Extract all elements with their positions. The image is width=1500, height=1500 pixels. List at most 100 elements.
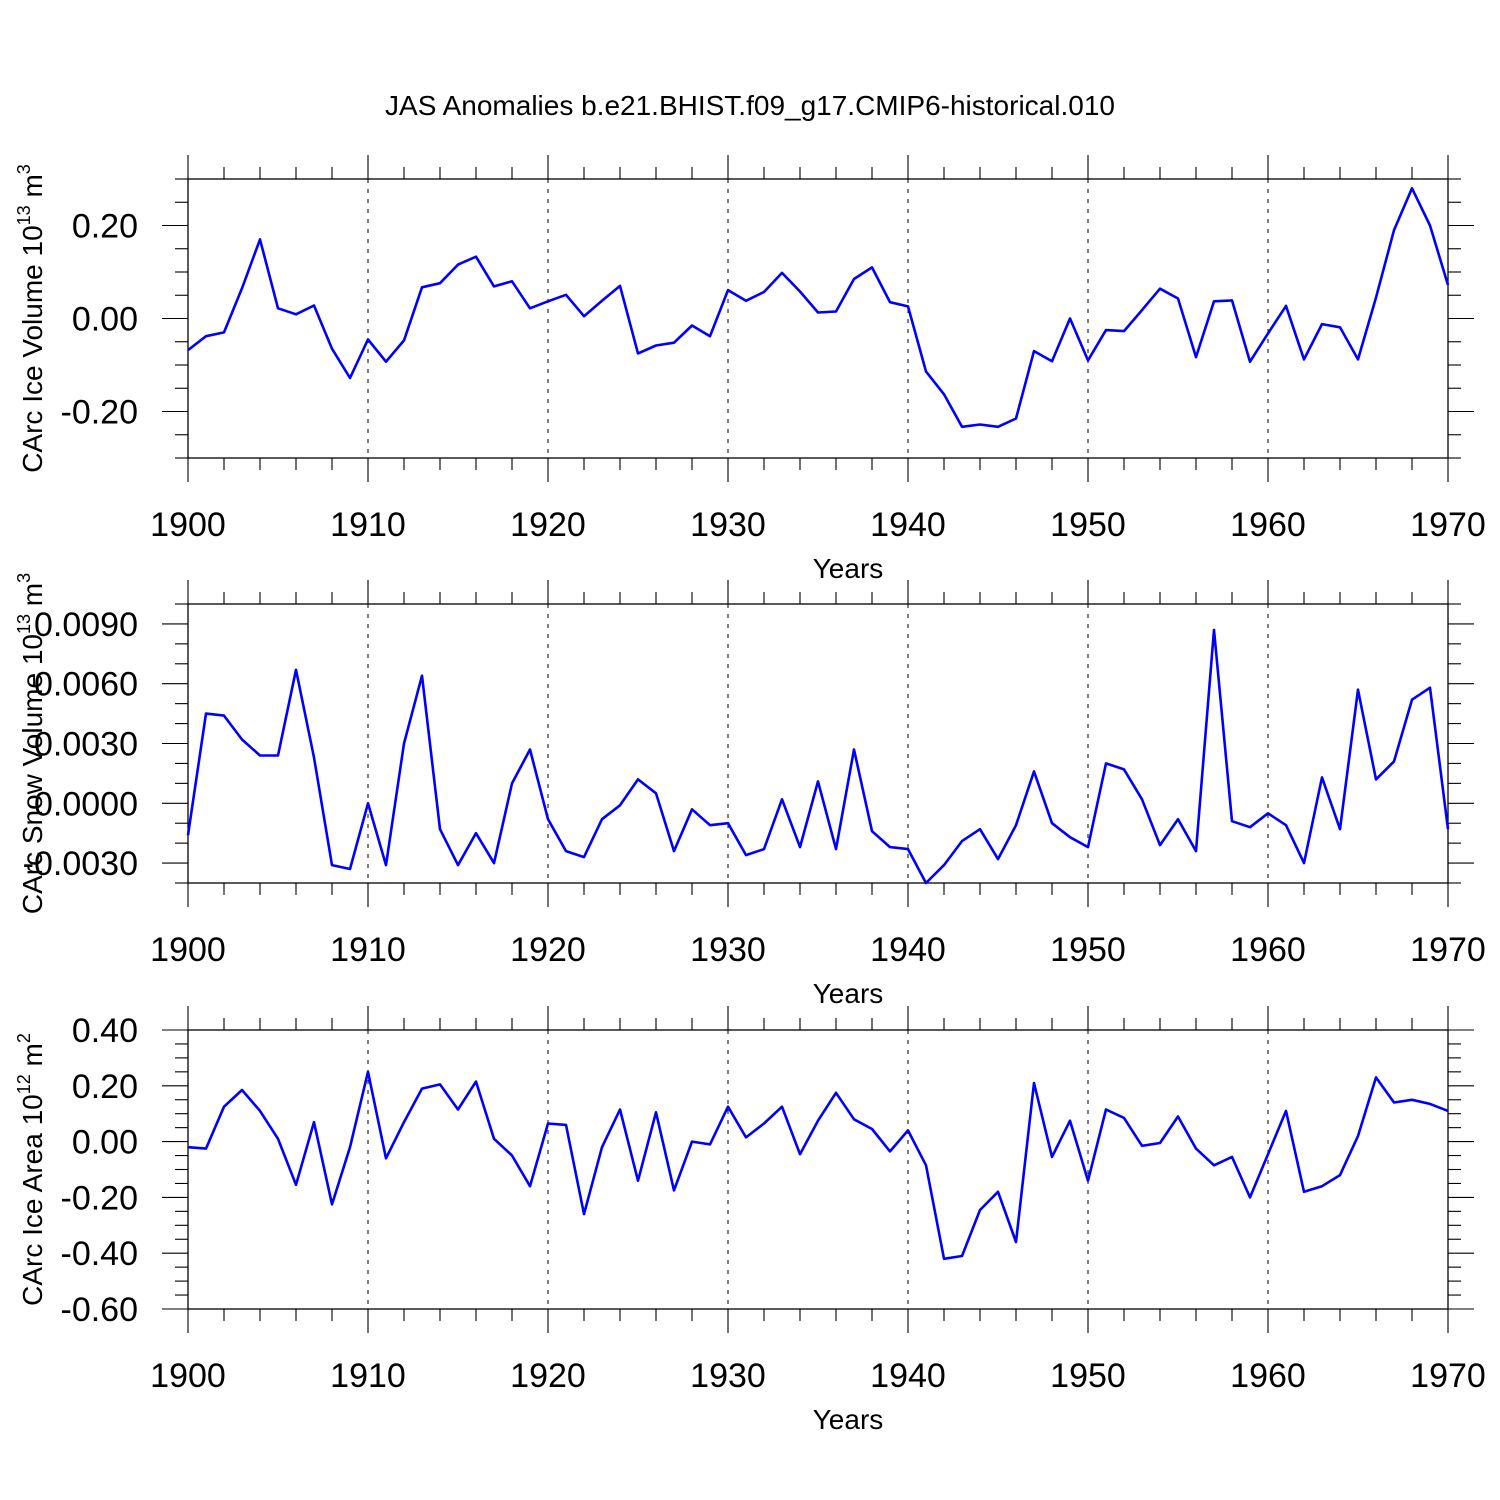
data-point-1933: [780, 1105, 784, 1109]
data-point-1958: [1230, 298, 1234, 302]
data-point-1954: [1158, 1141, 1162, 1145]
data-point-1903: [240, 286, 244, 290]
data-point-1913: [420, 285, 424, 289]
x-tick-label: 1910: [330, 1357, 406, 1395]
data-point-1900: [186, 1145, 190, 1149]
panel-2: 0.0090 0.0060 0.0030 0.0000 -0.0030 1900 1910 1…: [14, 573, 1486, 1009]
data-point-1936: [834, 310, 838, 314]
panel-1: 0.20 0.00 -0.20 1900 1910 1920 1930 1940 1950 196…: [14, 155, 1486, 584]
data-point-1946: [1014, 823, 1018, 827]
data-point-1938: [870, 829, 874, 833]
data-point-1900: [186, 348, 190, 352]
y-tick-label: 0.20: [72, 1068, 138, 1106]
data-point-1970: [1446, 283, 1450, 287]
y-tick-label: -0.20: [61, 1179, 139, 1217]
data-point-1908: [330, 1202, 334, 1206]
data-point-1962: [1302, 357, 1306, 361]
x-tick-label: 1900: [150, 1357, 226, 1395]
data-point-1947: [1032, 769, 1036, 773]
data-point-1967: [1392, 1101, 1396, 1105]
data-point-1901: [204, 334, 208, 338]
data-point-1935: [816, 310, 820, 314]
data-point-1926: [654, 791, 658, 795]
data-point-1900: [186, 833, 190, 837]
x-tick-label: 1930: [690, 931, 766, 969]
data-point-1933: [780, 797, 784, 801]
data-point-1941: [924, 881, 928, 885]
data-point-1914: [438, 281, 442, 285]
x-tick-label: 1920: [510, 506, 586, 544]
data-point-1935: [816, 779, 820, 783]
y-axis-label-exponent: 13: [14, 614, 34, 634]
data-point-1938: [870, 1127, 874, 1131]
data-point-1943: [960, 1254, 964, 1258]
y-axis-label-unit-exponent: 3: [14, 164, 34, 174]
data-point-1959: [1248, 360, 1252, 364]
series-line: [187, 187, 1450, 429]
data-point-1942: [942, 863, 946, 867]
data-point-1906: [294, 668, 298, 672]
data-point-1905: [276, 1137, 280, 1141]
data-point-1966: [1374, 1075, 1378, 1079]
data-point-1963: [1320, 322, 1324, 326]
data-point-1912: [402, 338, 406, 342]
data-point-1907: [312, 755, 316, 759]
data-point-1928: [690, 807, 694, 811]
data-point-1948: [1050, 1155, 1054, 1159]
data-point-1931: [744, 853, 748, 857]
data-point-1916: [474, 831, 478, 835]
data-point-1907: [312, 1120, 316, 1124]
chart-title: JAS Anomalies b.e21.BHIST.f09_g17.CMIP6-…: [385, 90, 1115, 121]
data-point-1968: [1410, 186, 1414, 190]
data-point-1907: [312, 303, 316, 307]
data-point-1915: [456, 1108, 460, 1112]
data-point-1946: [1014, 1240, 1018, 1244]
data-point-1931: [744, 299, 748, 303]
data-point-1925: [636, 351, 640, 355]
data-point-1925: [636, 1179, 640, 1183]
y-axis-label-exponent: 12: [14, 1074, 34, 1094]
plot-frame: [187, 178, 1449, 459]
data-point-1966: [1374, 296, 1378, 300]
data-point-1925: [636, 777, 640, 781]
data-point-1953: [1140, 1144, 1144, 1148]
data-point-1919: [528, 1184, 532, 1188]
data-point-1936: [834, 847, 838, 851]
data-point-1928: [690, 1140, 694, 1144]
data-point-1912: [402, 1120, 406, 1124]
x-tick-label: 1900: [150, 931, 226, 969]
data-point-1965: [1356, 357, 1360, 361]
data-point-1937: [852, 747, 856, 751]
data-point-1913: [420, 1087, 424, 1091]
data-point-1927: [672, 341, 676, 345]
data-point-1949: [1068, 835, 1072, 839]
data-point-1915: [456, 263, 460, 267]
data-point-1939: [888, 300, 892, 304]
data-point-1943: [960, 425, 964, 429]
data-point-1946: [1014, 416, 1018, 420]
data-point-1957: [1212, 1163, 1216, 1167]
x-tick-label: 1930: [690, 1357, 766, 1395]
data-point-1968: [1410, 698, 1414, 702]
data-point-1944: [978, 827, 982, 831]
y-axis-label-exponent: 13: [14, 205, 34, 225]
data-point-1965: [1356, 1134, 1360, 1138]
data-point-1926: [654, 343, 658, 347]
data-point-1911: [384, 1156, 388, 1160]
data-point-1930: [726, 288, 730, 292]
data-point-1905: [276, 753, 280, 757]
data-point-1970: [1446, 827, 1450, 831]
data-point-1918: [510, 1154, 514, 1158]
data-point-1901: [204, 1147, 208, 1151]
y-axis-label-main: CArc Ice Volume 10: [17, 225, 48, 472]
y-axis-label-unit-exponent: 3: [14, 573, 34, 583]
data-point-1914: [438, 827, 442, 831]
y-axis-label-unit: m: [17, 1043, 48, 1074]
data-point-1958: [1230, 1155, 1234, 1159]
y-tick-label: 0.0060: [34, 666, 138, 704]
data-point-1940: [906, 304, 910, 308]
data-point-1919: [528, 747, 532, 751]
data-point-1947: [1032, 349, 1036, 353]
x-tick-label: 1940: [870, 1357, 946, 1395]
